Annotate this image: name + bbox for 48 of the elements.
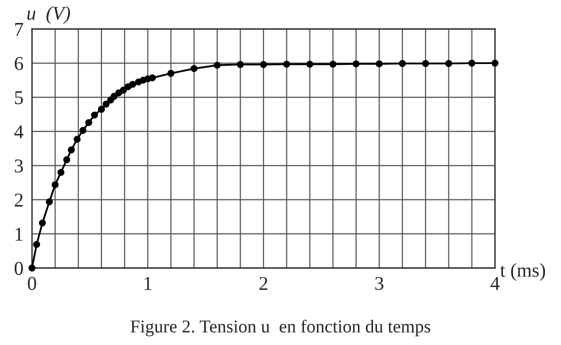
point: [352, 60, 360, 68]
point: [120, 86, 127, 94]
y-tick-label: 0: [14, 262, 23, 275]
point: [492, 60, 498, 67]
point: [52, 181, 59, 188]
point: [190, 65, 198, 72]
point: [68, 146, 75, 154]
point: [102, 100, 110, 108]
point: [98, 106, 105, 113]
point: [91, 112, 98, 119]
x-tick-label: 1: [144, 276, 152, 290]
point: [46, 198, 53, 206]
point: [167, 70, 174, 77]
point: [33, 240, 40, 248]
y-tick-label: 3: [14, 159, 23, 173]
point: [57, 168, 64, 176]
point: [422, 60, 430, 67]
point: [260, 61, 267, 68]
x-axis-title: t (ms): [500, 263, 546, 281]
y-tick-label: 6: [14, 57, 24, 70]
y-tick-label: 4: [14, 125, 24, 138]
point: [214, 62, 221, 69]
point: [398, 60, 406, 67]
y-tick-label: 7: [15, 23, 24, 36]
point: [445, 60, 452, 67]
point: [129, 80, 136, 88]
y-axis-title: u (V): [27, 6, 70, 24]
point: [376, 60, 383, 68]
y-tick-label: 1: [16, 228, 22, 241]
point: [28, 264, 36, 272]
point: [329, 60, 336, 68]
point: [63, 156, 70, 164]
x-tick-label: 3: [375, 276, 384, 290]
point: [38, 219, 46, 226]
point: [85, 119, 92, 126]
point: [148, 74, 156, 82]
point: [283, 60, 290, 68]
x-tick-label: 4: [490, 277, 500, 290]
point: [468, 60, 476, 67]
y-tick-label: 5: [15, 91, 23, 104]
x-tick-label: 2: [259, 276, 268, 290]
x-tick-label: 0: [28, 276, 36, 290]
point: [74, 136, 81, 143]
point: [79, 126, 86, 134]
y-tick-label: 2: [14, 194, 23, 206]
point: [306, 60, 314, 68]
point: [236, 61, 244, 68]
text: Figure 2. Tension u en fonction du temps: [130, 320, 430, 336]
